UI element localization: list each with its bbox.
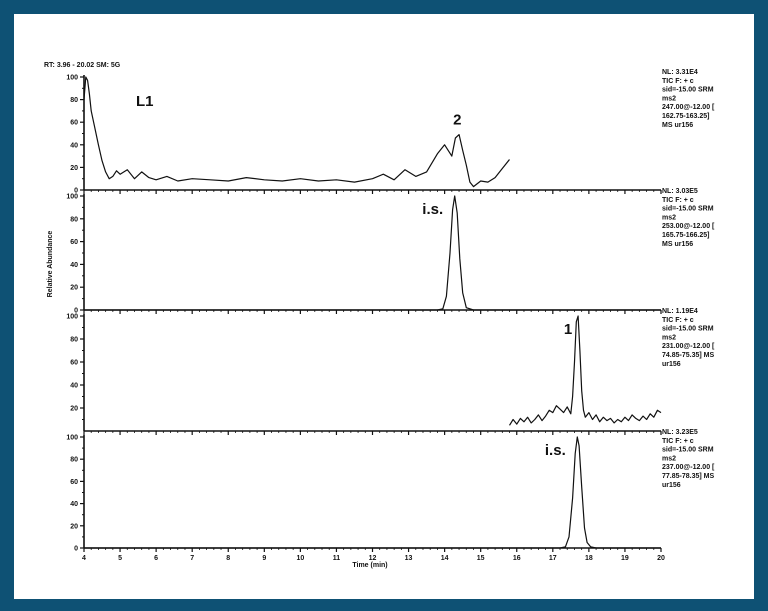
x-tick-label: 14 xyxy=(441,555,449,562)
scan-info-line: sid=-15.00 SRM xyxy=(662,87,714,94)
y-tick-label: 20 xyxy=(70,406,78,413)
scan-info-line: TIC F: + c xyxy=(662,317,694,324)
y-tick-label: 20 xyxy=(70,165,78,172)
y-tick-label: 40 xyxy=(70,262,78,269)
x-tick-label: 20 xyxy=(657,555,665,562)
trace-line xyxy=(84,195,661,311)
x-tick-label: 10 xyxy=(296,555,304,562)
x-tick-label: 8 xyxy=(226,555,230,562)
x-tick-label: 13 xyxy=(405,555,413,562)
panel-2: 0 20 40 60 80 100 i.s. NL: 3.03E5 TIC F: + c sid=… xyxy=(66,188,715,315)
y-tick-label: 80 xyxy=(70,97,78,104)
scan-info-line: NL: 1.19E4 xyxy=(662,308,698,315)
x-tick-label: 15 xyxy=(477,555,485,562)
peak-annotation: 2 xyxy=(453,111,461,128)
x-tick-label: 6 xyxy=(154,555,158,562)
scan-info-line: 74.85-75.35] MS xyxy=(662,352,714,359)
y-tick-label: 100 xyxy=(66,435,78,442)
y-tick-label: 20 xyxy=(70,523,78,530)
y-tick-label: 40 xyxy=(70,142,78,149)
run-header: RT: 3.96 - 20.02 SM: 5G xyxy=(44,62,121,69)
y-tick-label: 80 xyxy=(70,216,78,223)
scan-info-line: ur156 xyxy=(662,361,681,368)
scan-info-line: TIC F: + c xyxy=(662,78,694,85)
scan-info-line: 77.85-78.35] MS xyxy=(662,473,714,480)
y-tick-label: 100 xyxy=(66,194,78,201)
panel-1: 0 20 40 60 80 100 L1 2 NL: 3.31E4 TIC F: + c sid=-… xyxy=(66,69,715,195)
y-axis-label: Relative Abundance xyxy=(47,231,54,298)
scan-info-line: ur156 xyxy=(662,482,681,489)
y-tick-label: 60 xyxy=(70,120,78,127)
y-tick-label: 40 xyxy=(70,501,78,508)
scan-info-line: ms2 xyxy=(662,214,676,221)
y-tick-label: 80 xyxy=(70,337,78,344)
scan-info-line: 165.75-166.25] xyxy=(662,232,709,239)
y-tick-label: 0 xyxy=(74,308,78,315)
y-tick-label: 40 xyxy=(70,383,78,390)
peak-label: L1 xyxy=(136,93,154,110)
peak-label: i.s. xyxy=(422,201,443,218)
y-tick-label: 100 xyxy=(66,314,78,321)
chart-page: RT: 3.96 - 20.02 SM: 5G Relative Abundan… xyxy=(14,14,754,599)
chromatogram-chart: RT: 3.96 - 20.02 SM: 5G Relative Abundan… xyxy=(44,62,715,569)
y-tick-label: 0 xyxy=(74,188,78,195)
x-tick-label: 11 xyxy=(333,555,341,562)
y-tick-label: 0 xyxy=(74,546,78,553)
y-tick-label: 80 xyxy=(70,457,78,464)
x-tick-label: 4 xyxy=(82,555,86,562)
scan-info-line: NL: 3.23E5 xyxy=(662,429,698,436)
x-tick-label: 19 xyxy=(621,555,629,562)
scan-info-line: ms2 xyxy=(662,334,676,341)
peak-label: i.s. xyxy=(545,442,566,459)
x-tick-label: 7 xyxy=(190,555,194,562)
y-tick-label: 60 xyxy=(70,239,78,246)
scan-info-line: sid=-15.00 SRM xyxy=(662,447,714,454)
x-tick-label: 9 xyxy=(262,555,266,562)
trace-line xyxy=(84,436,661,549)
trace-line xyxy=(508,315,662,426)
peak-label: 1 xyxy=(564,321,572,338)
x-axis-label: Time (min) xyxy=(352,562,387,569)
scan-info-line: sid=-15.00 SRM xyxy=(662,326,714,333)
y-tick-label: 60 xyxy=(70,479,78,486)
scan-info-line: TIC F: + c xyxy=(662,438,694,445)
x-tick-label: 18 xyxy=(585,555,593,562)
scan-info-line: ms2 xyxy=(662,95,676,102)
x-tick-label: 12 xyxy=(369,555,377,562)
scan-info-line: MS ur156 xyxy=(662,241,693,248)
scan-info-line: 231.00@-12.00 [ xyxy=(662,343,715,350)
scan-info-line: NL: 3.03E5 xyxy=(662,188,698,195)
y-tick-label: 100 xyxy=(66,75,78,82)
scan-info-line: 247.00@-12.00 [ xyxy=(662,104,715,111)
scan-info-line: 237.00@-12.00 [ xyxy=(662,464,715,471)
scan-info-line: NL: 3.31E4 xyxy=(662,69,698,76)
scan-info-line: TIC F: + c xyxy=(662,197,694,204)
scan-info-line: 162.75-163.25] xyxy=(662,113,709,120)
y-tick-label: 20 xyxy=(70,285,78,292)
panel-4: 0 20 40 60 80 100 i.s. NL: 3.23E5 TIC F: + c sid=… xyxy=(66,429,715,553)
scan-info-line: 253.00@-12.00 [ xyxy=(662,223,715,230)
scan-info-line: ms2 xyxy=(662,455,676,462)
trace-line xyxy=(83,76,510,188)
x-tick-label: 5 xyxy=(118,555,122,562)
x-tick-label: 17 xyxy=(549,555,557,562)
y-tick-label: 60 xyxy=(70,360,78,367)
scan-info-line: sid=-15.00 SRM xyxy=(662,206,714,213)
panel-3: 20 40 60 80 100 1 NL: 1.19E4 TIC F: + c sid=-15.… xyxy=(66,308,715,435)
scan-info-line: MS ur156 xyxy=(662,122,693,129)
x-tick-label: 16 xyxy=(513,555,521,562)
